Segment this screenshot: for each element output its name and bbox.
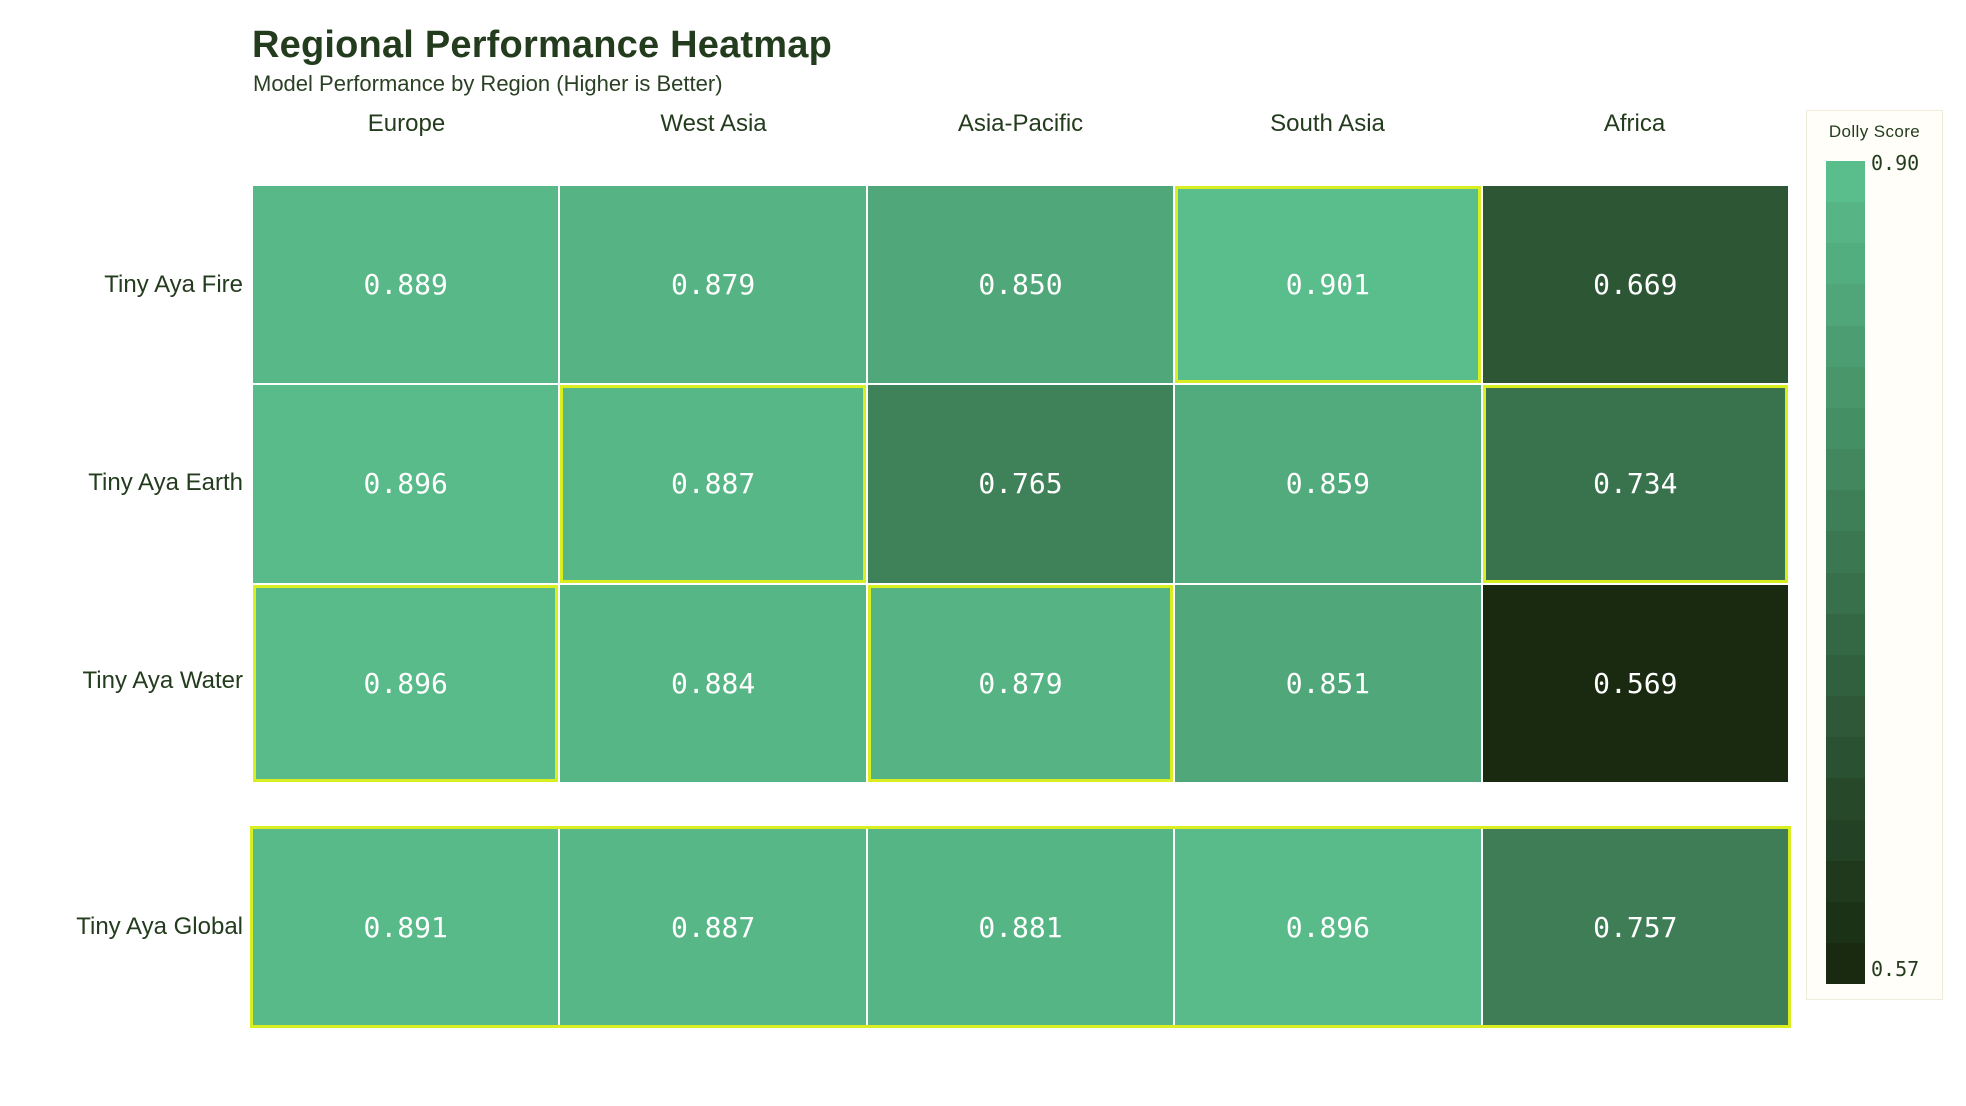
heatmap-cell: 0.851 — [1175, 584, 1481, 782]
heatmap-global-row: 0.891 0.887 0.881 0.896 0.757 — [253, 829, 1788, 1025]
heatmap-cell: 0.887 — [560, 829, 866, 1025]
column-headers: Europe West Asia Asia-Pacific South Asia Afr… — [253, 106, 1788, 142]
column-header: Africa — [1603, 110, 1666, 137]
colorbar-step — [1826, 243, 1865, 285]
colorbar-step — [1826, 449, 1865, 491]
chart-title: Regional Performance Heatmap — [252, 24, 832, 66]
colorbar-step — [1826, 778, 1865, 820]
colorbar-step — [1826, 531, 1865, 573]
colorbar-step — [1826, 407, 1865, 450]
row-label: Tiny Aya Water — [82, 667, 244, 694]
column-header: Europe — [367, 110, 446, 137]
colorbar-step — [1826, 490, 1865, 532]
legend-max-tick: 0.90 — [1871, 151, 1920, 175]
heatmap-cell: 0.859 — [1175, 385, 1481, 583]
colorbar-step — [1826, 325, 1865, 367]
colorbar-step — [1826, 860, 1865, 902]
colorbar-step — [1826, 737, 1865, 779]
global-row-highlight-frame: 0.891 0.887 0.881 0.896 0.757 — [250, 826, 1791, 1028]
colorbar-step — [1826, 284, 1865, 326]
heatmap-cell: 0.734 — [1482, 385, 1788, 583]
heatmap-cell: 0.569 — [1482, 584, 1788, 782]
colorbar-step — [1826, 819, 1865, 861]
colorbar-step — [1826, 654, 1865, 697]
legend-title: Dolly Score — [1828, 122, 1921, 141]
row-label: Tiny Aya Earth — [88, 469, 243, 496]
column-header: West Asia — [660, 110, 767, 137]
heatmap-cell: 0.884 — [560, 584, 866, 782]
heatmap-cell: 0.669 — [1482, 186, 1788, 384]
legend-min-tick: 0.57 — [1871, 957, 1920, 981]
heatmap-cell: 0.879 — [560, 186, 866, 384]
heatmap-cell: 0.850 — [867, 186, 1174, 384]
heatmap-cell: 0.891 — [253, 829, 559, 1025]
row-label: Tiny Aya Fire — [104, 271, 243, 298]
chart-subtitle: Model Performance by Region (Higher is B… — [253, 71, 723, 96]
colorbar-step — [1826, 613, 1865, 655]
heatmap-cell: 0.765 — [867, 385, 1174, 583]
colorbar-step — [1826, 696, 1865, 738]
legend-panel: Dolly Score 0.90 0.57 — [1806, 110, 1943, 1000]
heatmap-cell: 0.881 — [867, 829, 1174, 1025]
heatmap-cell: 0.879 — [867, 584, 1174, 782]
colorbar — [1826, 161, 1865, 985]
colorbar-step — [1826, 366, 1865, 408]
heatmap-cell: 0.896 — [253, 385, 559, 583]
heatmap-cell: 0.757 — [1482, 829, 1788, 1025]
heatmap-cell: 0.887 — [560, 385, 866, 583]
colorbar-step — [1826, 942, 1865, 985]
heatmap-cell: 0.901 — [1175, 186, 1481, 384]
colorbar-step — [1826, 202, 1865, 244]
heatmap-cell: 0.896 — [253, 584, 559, 782]
row-label: Tiny Aya Global — [76, 913, 243, 940]
colorbar-step — [1826, 901, 1865, 943]
colorbar-step — [1826, 161, 1865, 203]
heatmap-grid: 0.889 0.879 0.850 0.901 0.669 0.896 0.887 0.765… — [253, 186, 1788, 782]
column-header: South Asia — [1270, 110, 1385, 137]
colorbar-step — [1826, 572, 1865, 614]
heatmap-cell: 0.896 — [1175, 829, 1481, 1025]
heatmap-cell: 0.889 — [253, 186, 559, 384]
column-header: Asia-Pacific — [957, 110, 1084, 137]
